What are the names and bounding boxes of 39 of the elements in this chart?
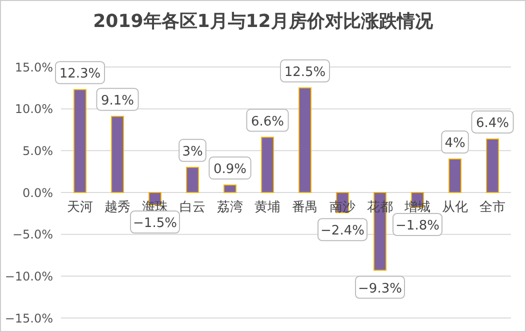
y-tick-label: −15.0% — [4, 311, 53, 326]
data-label: 3% — [182, 144, 203, 160]
x-tick-label: 从化 — [442, 200, 468, 215]
data-label: 12.5% — [284, 64, 326, 80]
x-tick-label: 增城 — [403, 200, 430, 215]
bar — [224, 184, 236, 193]
data-label: −2.4% — [320, 224, 364, 239]
x-tick-label: 南沙 — [329, 200, 356, 215]
bar — [486, 138, 499, 193]
x-tick-label: 花都 — [366, 200, 393, 215]
data-label: 6.4% — [476, 116, 510, 131]
y-tick-label: 0.0% — [22, 186, 53, 200]
x-tick-label: 天河 — [66, 200, 93, 215]
data-label: −1.8% — [396, 218, 440, 234]
bar — [261, 136, 274, 193]
x-tick-label: 番禺 — [292, 200, 318, 215]
bar — [111, 116, 124, 193]
x-tick-label: 白云 — [179, 200, 206, 215]
y-tick-label: −10.0% — [4, 269, 53, 284]
y-tick-label: −5.0% — [12, 228, 53, 242]
x-tick-label: 全市 — [479, 200, 506, 215]
bar — [74, 89, 86, 193]
y-tick-label: 5.0% — [22, 144, 53, 158]
data-label: 12.3% — [59, 66, 101, 82]
x-tick-label: 荔湾 — [216, 199, 243, 215]
data-label: 4% — [444, 136, 466, 152]
data-label: −9.3% — [358, 281, 402, 296]
data-label: 6.6% — [250, 114, 284, 130]
y-tick-label: 15.0% — [14, 60, 53, 74]
bar — [448, 158, 462, 193]
x-tick-label: 越秀 — [104, 200, 130, 215]
bar — [298, 87, 312, 193]
bar — [186, 166, 199, 193]
y-tick-label: 10.0% — [14, 102, 53, 116]
x-tick-label: 黄埔 — [254, 200, 280, 215]
data-label: −1.5% — [133, 216, 177, 232]
chart-title: 2019年各区1月与12月房价对比涨跌情况 — [92, 10, 434, 33]
data-label: 0.9% — [213, 162, 247, 177]
data-label: 9.1% — [100, 93, 134, 108]
